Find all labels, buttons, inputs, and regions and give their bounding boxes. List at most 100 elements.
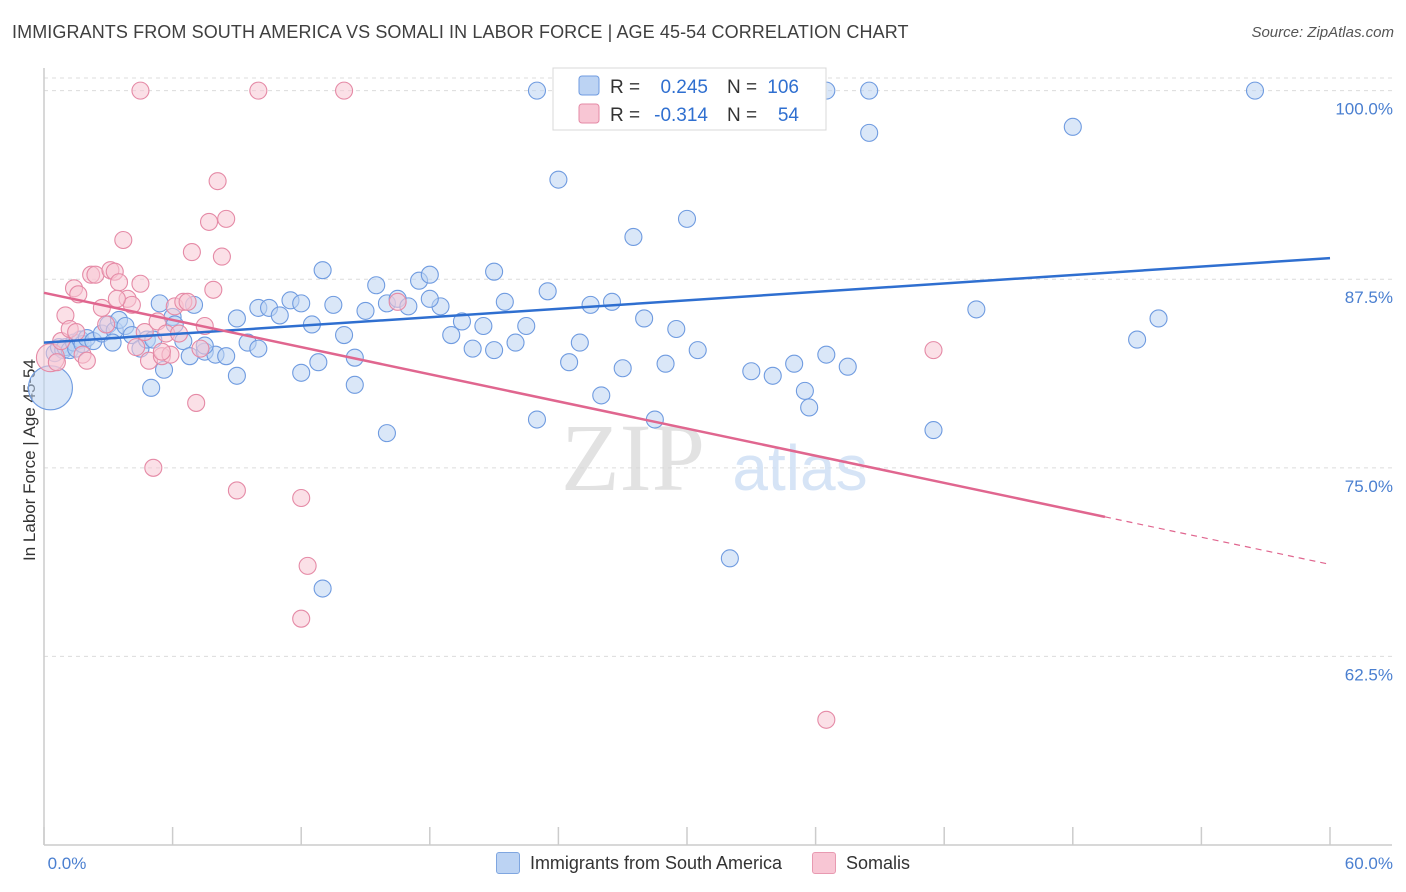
point-somalis	[47, 353, 66, 372]
point-south-america	[613, 359, 632, 378]
point-south-america	[27, 365, 73, 411]
point-somalis	[191, 339, 210, 358]
point-south-america	[309, 353, 328, 372]
x-tick-label-max: 60.0%	[1345, 854, 1393, 873]
stat-r-label: R =	[610, 105, 640, 126]
point-somalis	[131, 81, 150, 100]
axes	[43, 68, 1392, 846]
point-somalis	[67, 322, 86, 342]
point-south-america	[800, 398, 819, 417]
point-somalis	[187, 393, 206, 412]
trend-line-somalis-extension	[1104, 516, 1331, 565]
point-somalis	[97, 315, 116, 334]
point-somalis	[114, 230, 133, 250]
trend-line-south-america	[43, 256, 1331, 344]
point-south-america	[1149, 309, 1168, 328]
tick-labels: 62.5% 75.0% 87.5% 100.0% 0.0% 60.0%	[48, 100, 1393, 873]
x-tick-label-min: 0.0%	[48, 854, 87, 873]
point-somalis	[199, 212, 219, 231]
point-south-america	[742, 362, 761, 381]
point-somalis	[212, 247, 231, 266]
point-somalis	[204, 280, 223, 299]
point-south-america	[142, 378, 161, 397]
legend-label-south-america: Immigrants from South America	[529, 852, 783, 873]
trend-lines	[43, 256, 1331, 565]
point-south-america	[656, 354, 675, 373]
legend: Immigrants from South America Somalis	[0, 852, 1406, 874]
point-somalis	[152, 342, 171, 361]
stats-box: R = 0.245 N = 106 R = -0.314 N = 54	[552, 67, 827, 131]
y-tick-label: 87.5%	[1345, 288, 1393, 307]
point-somalis	[208, 172, 227, 191]
stat-n-label: N =	[727, 105, 757, 126]
stat-n-value: 54	[778, 105, 800, 126]
y-tick-label: 75.0%	[1345, 477, 1393, 496]
point-south-america	[485, 262, 504, 281]
point-somalis	[131, 274, 150, 293]
point-south-america	[217, 347, 236, 366]
point-somalis	[217, 209, 236, 228]
point-south-america	[313, 261, 332, 280]
point-somalis	[77, 351, 96, 370]
point-south-america	[581, 295, 600, 314]
legend-swatch-blue	[495, 852, 520, 874]
point-somalis	[924, 341, 943, 360]
point-south-america	[517, 316, 536, 336]
point-somalis	[144, 458, 163, 477]
point-south-america	[560, 353, 579, 372]
stats-swatch	[578, 75, 600, 96]
point-south-america	[763, 366, 782, 385]
point-somalis	[92, 298, 111, 317]
source-note: Source: ZipAtlas.com	[1251, 24, 1394, 41]
point-south-america	[624, 227, 643, 247]
point-south-america	[292, 294, 311, 313]
point-south-america	[527, 410, 547, 429]
point-south-america	[1063, 117, 1082, 136]
point-south-america	[1245, 81, 1265, 100]
point-south-america	[677, 209, 697, 228]
point-south-america	[442, 325, 461, 345]
point-south-america	[527, 81, 547, 100]
point-south-america	[292, 363, 311, 382]
legend-item-somalis[interactable]: Somalis	[812, 852, 910, 874]
point-south-america	[377, 424, 396, 443]
point-somalis	[335, 81, 354, 100]
point-south-america	[549, 170, 568, 189]
point-somalis	[86, 265, 105, 284]
stats-swatch	[578, 103, 600, 124]
legend-label-somalis: Somalis	[846, 852, 911, 873]
point-south-america	[538, 282, 557, 301]
trend-line-somalis	[43, 291, 1106, 519]
point-somalis	[388, 292, 407, 311]
point-south-america	[324, 295, 343, 314]
point-south-america	[313, 579, 332, 598]
legend-swatch-pink	[812, 852, 837, 874]
point-somalis	[127, 338, 146, 357]
stat-r-label: R =	[610, 77, 640, 98]
stat-n-label: N =	[727, 77, 757, 98]
stat-n-value: 106	[767, 77, 799, 98]
point-somalis	[107, 289, 126, 308]
point-somalis	[817, 710, 836, 729]
point-south-america	[335, 325, 354, 345]
legend-item-south-america[interactable]: Immigrants from South America	[495, 852, 783, 874]
watermark-zip: ZIP	[561, 404, 705, 511]
point-south-america	[602, 292, 622, 311]
data-points	[27, 81, 1265, 729]
point-south-america	[495, 292, 514, 311]
stat-r-value: 0.245	[660, 77, 708, 98]
chart-title: IMMIGRANTS FROM SOUTH AMERICA VS SOMALI …	[12, 22, 909, 42]
point-south-america	[1128, 330, 1147, 349]
point-south-america	[420, 289, 439, 308]
point-south-america	[227, 309, 246, 328]
grid-lines	[44, 77, 1392, 657]
point-somalis	[227, 481, 246, 500]
point-south-america	[785, 354, 804, 373]
point-south-america	[345, 375, 364, 394]
point-somalis	[178, 292, 197, 311]
point-south-america	[452, 312, 472, 331]
point-south-america	[485, 341, 504, 360]
point-south-america	[227, 366, 246, 385]
point-south-america	[150, 294, 169, 313]
point-south-america	[838, 357, 857, 376]
